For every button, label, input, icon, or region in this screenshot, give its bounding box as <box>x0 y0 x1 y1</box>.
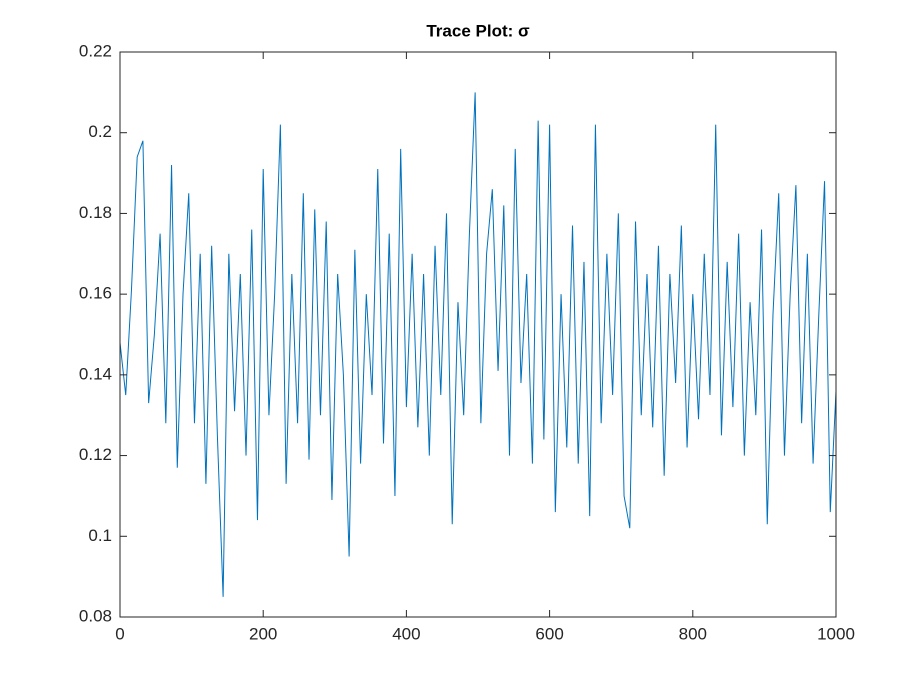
x-tick-label: 400 <box>392 624 420 643</box>
x-tick-label: 800 <box>679 624 707 643</box>
trace-line <box>119 92 837 597</box>
plot-box <box>119 51 837 618</box>
y-tick-label: 0.22 <box>79 41 112 60</box>
y-tick-label: 0.08 <box>79 606 112 625</box>
x-tick-label: 0 <box>115 624 124 643</box>
y-tick-label: 0.12 <box>79 445 112 464</box>
x-tick-label: 600 <box>535 624 563 643</box>
x-tick-label: 200 <box>249 624 277 643</box>
chart-title: Trace Plot: σ <box>426 21 530 40</box>
y-tick-label: 0.16 <box>79 284 112 303</box>
y-tick-label: 0.14 <box>79 364 112 383</box>
x-tick-label: 1000 <box>817 624 855 643</box>
y-tick-label: 0.18 <box>79 203 112 222</box>
y-tick-label: 0.2 <box>88 122 112 141</box>
y-tick-label: 0.1 <box>88 526 112 545</box>
